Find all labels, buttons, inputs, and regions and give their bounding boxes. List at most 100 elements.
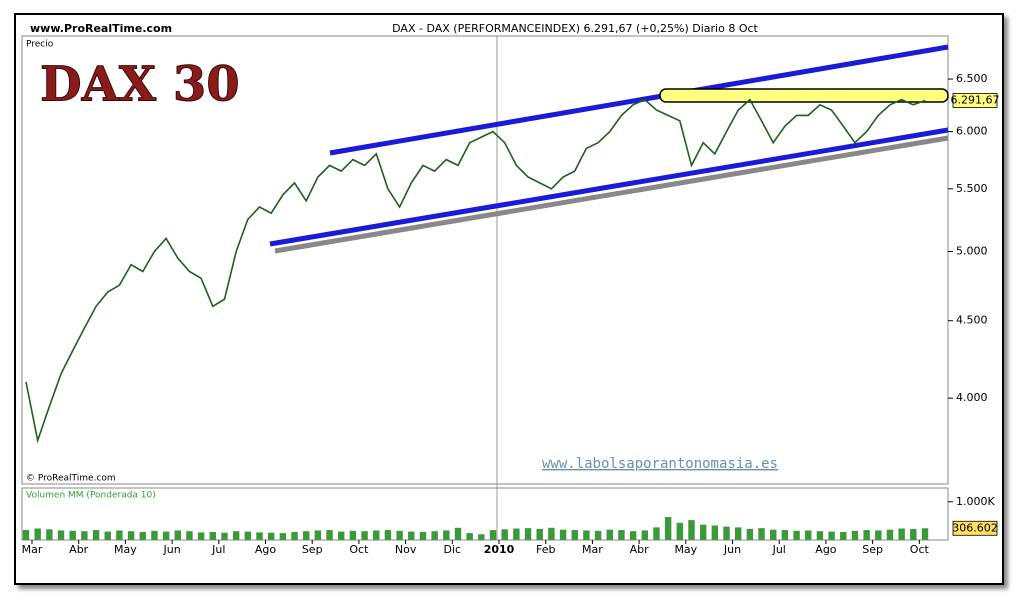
volume-bar [256,532,263,540]
volume-bar [711,525,719,540]
overlay-title: DAX 30 [40,57,240,113]
volume-bar [921,528,929,540]
volume-bar [489,530,497,540]
x-tick-label: Abr [69,543,89,556]
volume-bar [571,530,578,540]
volume-bar [419,531,427,540]
volume-bar [851,530,859,540]
marks: 4.000 4.500 5.000 5.500 6.000 6.500 1.000K 6.29… [22,72,1000,556]
volume-bar [664,517,672,540]
volume-bar [314,530,322,540]
volume-bar [69,530,76,540]
watermark: © ProRealTime.com [26,474,116,484]
volume-bar [594,530,602,540]
volume-bar [162,531,170,540]
volume-bar [431,531,438,540]
x-tick-label: Jul [772,543,786,556]
volume-bar [139,531,146,540]
x-tick-label: Mar [22,543,43,556]
volume-bar [793,530,800,540]
volume-bar [910,528,917,540]
volume-bar [548,527,555,540]
volume-bar [373,530,380,540]
volume-bar [466,533,473,540]
trend-line-gray [274,135,949,254]
x-tick-label: Abr [630,543,650,556]
volume-bar [209,531,217,540]
volume-bar [606,529,613,540]
x-tick-label: Jun [723,543,741,556]
x-tick-label: Dic [444,543,462,556]
volume-bar [361,531,368,540]
volume-bar [559,529,567,540]
x-tick-label: Ago [815,543,837,556]
volume-bar [326,530,333,540]
trend-line-upper [329,44,949,156]
volume-bar [302,531,310,540]
volume-bar [641,530,649,540]
y-tick-label: 4.500 [956,314,988,327]
volume-bar [197,532,205,540]
x-tick-label: May [674,543,697,556]
x-tick-label: Sep [862,543,883,556]
price-line [25,98,926,444]
volume-bar [513,528,520,540]
x-tick-label: May [114,543,137,556]
site-name: www.ProRealTime.com [30,22,172,35]
volume-bar [46,529,53,540]
y-tick-label: 4.000 [956,391,988,404]
volume-bar [396,530,403,540]
y-tick-label: 6.500 [956,72,988,85]
y-tick-label: 6.000 [956,125,988,138]
price-panel [21,35,949,485]
volume-bar [583,530,590,540]
volume-bar [81,531,88,540]
x-tick-label: Oct [349,543,369,556]
volume-bar [805,530,812,540]
volume-bar [244,531,252,540]
x-tick-label: Jul [211,543,225,556]
volume-bar [279,533,287,540]
volume-bar [898,528,905,540]
volume-bar [781,530,789,540]
volume-bar [886,529,894,540]
volume-bar [723,526,730,540]
volume-bar [734,527,742,540]
volume-bar [688,520,695,540]
x-tick-label: Feb [536,543,555,556]
volume-bar [22,530,30,540]
volume-bar [186,531,193,540]
volume-bar [618,530,625,540]
y-tick-label: 5.000 [956,244,988,257]
last-value-box [952,520,998,536]
volume-bar [840,531,847,540]
x-tick-label: Mar [582,543,603,556]
volume-bar [454,527,462,540]
volume-bar [104,531,111,540]
volume-bar [524,528,532,540]
volume-bar [770,529,777,540]
chart-title: DAX - DAX (PERFORMANCEINDEX) 6.291,67 (+… [392,22,758,35]
volume-bar [746,528,754,540]
y-tick-label: 5.500 [956,182,988,195]
volume-bar [349,530,357,540]
volume-bar [536,528,543,540]
volume-bar [699,524,707,540]
volume-bar [875,530,882,540]
volume-bar [828,531,835,540]
volume-bar [501,529,508,540]
resistance-band [659,88,949,103]
volume-bar [863,530,870,540]
volume-bar [34,528,41,540]
volume-bar [816,531,824,540]
x-tick-label: Nov [395,543,417,556]
y-tick-label: 1.000K [956,495,995,508]
volume-bar [57,530,65,540]
y-label: Precio [26,40,54,50]
volume-bar [221,532,228,540]
volume-bar [338,531,345,540]
volume-bar [127,531,135,540]
volume-bar [151,530,158,540]
last-value-label: 306.602 [952,521,998,534]
